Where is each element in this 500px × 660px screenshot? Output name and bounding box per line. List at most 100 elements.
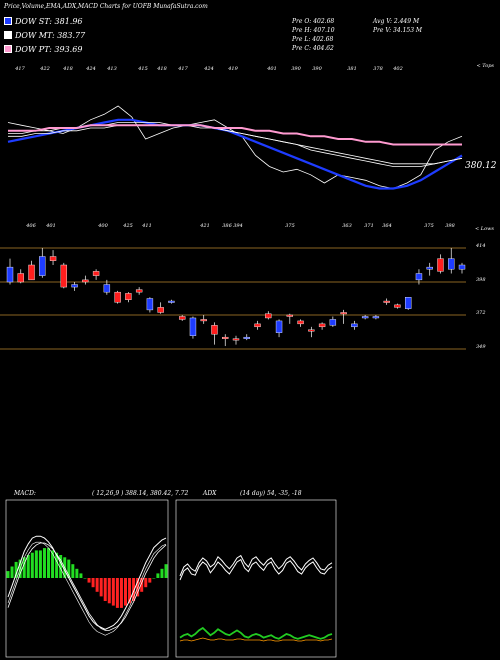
candle-top-label: 363 bbox=[342, 223, 352, 229]
candle-body bbox=[329, 319, 337, 326]
macd-histogram-bar bbox=[30, 552, 34, 578]
legend-dow-pt: DOW PT: 393.69 bbox=[4, 45, 82, 54]
candle-body bbox=[168, 300, 175, 303]
candle-body bbox=[394, 304, 401, 308]
adx-values: (14 day) 54, -35, -18 bbox=[240, 490, 302, 497]
candle-body bbox=[232, 338, 240, 341]
candle-body bbox=[49, 256, 57, 261]
macd-histogram-bar bbox=[144, 578, 148, 588]
macd-values: ( 12,26,9 ) 388.14, 380.42, 7.72 bbox=[92, 490, 189, 497]
candle-body bbox=[28, 264, 35, 281]
candle-body bbox=[340, 312, 347, 315]
ema-series-line bbox=[8, 124, 463, 165]
adx-series-line bbox=[179, 637, 333, 642]
candle-top-label: 394 bbox=[233, 223, 243, 229]
candle-body bbox=[404, 297, 412, 309]
candle-body bbox=[351, 323, 358, 328]
chart-title: Price,Volume,EMA,ADX,MACD Charts for UOF… bbox=[4, 3, 208, 10]
info-avg-volume: Avg V: 2.449 M bbox=[373, 18, 420, 25]
candle-top-label: 386 bbox=[222, 223, 232, 229]
ema-top-tick-label: 413 bbox=[106, 66, 117, 72]
macd-histogram-bar bbox=[99, 578, 103, 597]
candle-body bbox=[383, 300, 390, 303]
candle-body bbox=[286, 314, 294, 317]
candle-body bbox=[243, 336, 250, 339]
ema-top-tick-label: 417 bbox=[177, 66, 188, 72]
candle-body bbox=[265, 313, 272, 319]
adx-panel-frame bbox=[175, 499, 337, 658]
macd-histogram-bar bbox=[47, 548, 51, 578]
candle-top-label: 406 bbox=[25, 223, 36, 229]
price-axis-label: 414 bbox=[475, 243, 486, 249]
adx-title: ADX bbox=[203, 490, 217, 497]
candle-body bbox=[426, 266, 433, 270]
macd-histogram-bar bbox=[123, 578, 127, 606]
macd-line bbox=[7, 541, 167, 636]
macd-histogram-bar bbox=[140, 578, 144, 592]
macd-histogram-bar bbox=[71, 564, 75, 578]
candle-body bbox=[361, 316, 369, 319]
macd-histogram-bar bbox=[156, 573, 160, 578]
info-prev-close: Pre C: 404.62 bbox=[292, 45, 334, 52]
macd-histogram-bar bbox=[38, 550, 42, 578]
candle-body bbox=[458, 264, 466, 270]
macd-histogram-bar bbox=[111, 578, 115, 606]
macd-histogram-bar bbox=[87, 578, 91, 583]
candle-body bbox=[6, 266, 14, 283]
macd-histogram-bar bbox=[152, 578, 156, 579]
macd-histogram-bar bbox=[128, 578, 132, 604]
candle-body bbox=[125, 293, 132, 300]
macd-histogram-bar bbox=[59, 555, 63, 578]
candle-body bbox=[178, 316, 186, 320]
info-prev-high: Pre H: 407.10 bbox=[292, 27, 335, 34]
legend-label-pt: DOW PT: 393.69 bbox=[15, 45, 83, 54]
candle-body bbox=[103, 284, 111, 293]
candle-body bbox=[135, 289, 143, 293]
candle-body bbox=[437, 258, 444, 272]
adx-panel bbox=[179, 554, 333, 642]
macd-histogram-bar bbox=[83, 578, 87, 579]
macd-histogram-bar bbox=[95, 578, 99, 592]
macd-histogram-bar bbox=[91, 578, 95, 588]
tops-label: < Tops bbox=[476, 63, 494, 69]
ema-top-tick-label: 417 bbox=[14, 66, 25, 72]
candle-body bbox=[157, 307, 164, 313]
macd-histogram-bar bbox=[67, 559, 71, 578]
candle-body bbox=[200, 319, 207, 322]
price-axis-label: 398 bbox=[476, 277, 486, 283]
legend-dow-st: DOW ST: 381.96 bbox=[4, 17, 83, 26]
adx-series-line bbox=[179, 626, 333, 640]
ema-top-tick-label: 415 bbox=[137, 66, 148, 72]
candle-body bbox=[415, 273, 423, 281]
macd-histogram-bar bbox=[75, 568, 79, 578]
candle-body bbox=[92, 271, 100, 276]
macd-histogram-bar bbox=[160, 568, 164, 578]
legend-swatch-pt bbox=[4, 45, 12, 53]
candle-body bbox=[254, 323, 261, 328]
adx-series-line bbox=[179, 554, 333, 577]
candle-body bbox=[308, 329, 315, 332]
macd-histogram-bar bbox=[51, 550, 55, 578]
ema-panel: 417 422 418 424 413 415 418 417 424 419 401 390 390 3… bbox=[7, 63, 497, 190]
ema-series-line bbox=[7, 105, 463, 189]
adx-series-line bbox=[179, 558, 333, 581]
price-axis-label: 372 bbox=[476, 310, 486, 316]
macd-histogram-bar bbox=[42, 548, 46, 578]
ema-top-tick-label: 418 bbox=[156, 66, 167, 72]
candle-body bbox=[60, 264, 68, 288]
ema-top-tick-label: 390 bbox=[291, 66, 301, 72]
info-prev-volume: Pre V: 34.153 M bbox=[373, 27, 423, 34]
candle-body bbox=[39, 256, 46, 276]
macd-histogram-bar bbox=[14, 561, 18, 578]
legend-label-st: DOW ST: 381.96 bbox=[15, 17, 83, 26]
price-axis-label: 349 bbox=[476, 344, 486, 350]
ema-top-tick-label: 424 bbox=[85, 66, 96, 72]
candle-body bbox=[114, 291, 121, 303]
ema-top-tick-label: 381 bbox=[347, 66, 357, 72]
ema-series-line bbox=[7, 118, 463, 190]
ema-series-line bbox=[8, 124, 462, 146]
candle-body bbox=[211, 325, 218, 335]
ema-top-tick-label: 422 bbox=[39, 66, 50, 72]
legend-label-mt: DOW MT: 383.77 bbox=[15, 31, 86, 40]
